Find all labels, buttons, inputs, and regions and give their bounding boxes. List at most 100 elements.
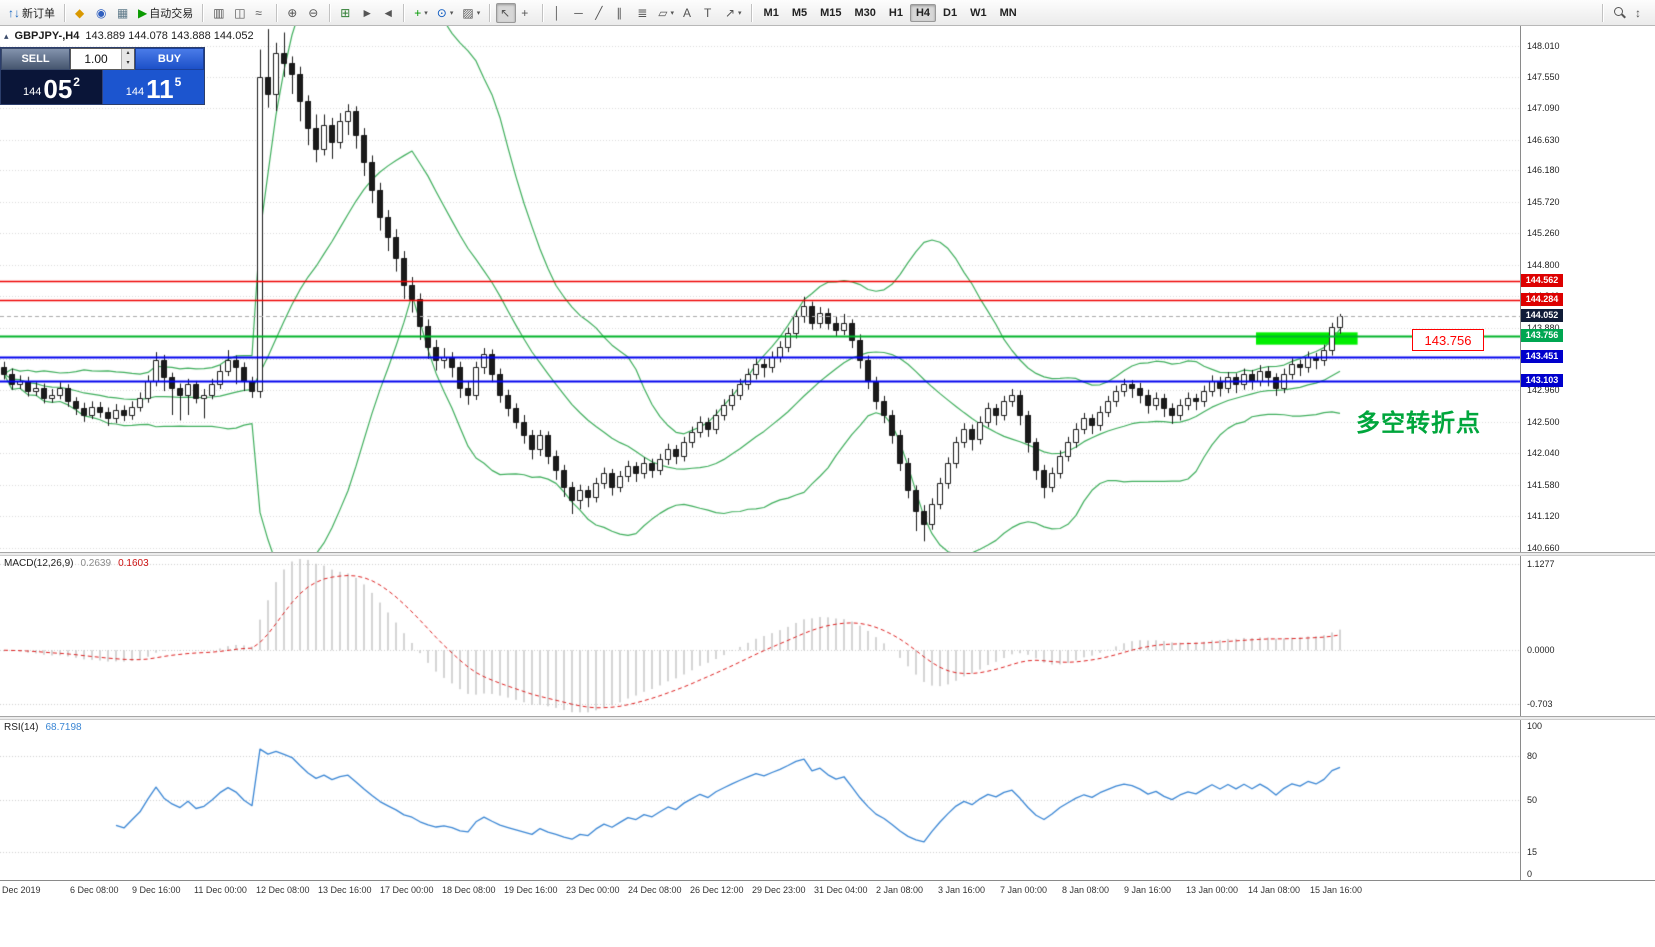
macd-signal-value: 0.1603 [118, 558, 149, 569]
collapse-panel-icon[interactable]: ▴ [4, 30, 9, 41]
toolbar-separator [64, 3, 66, 22]
main-chart-canvas[interactable] [0, 26, 1520, 552]
time-axis-label: 8 Jan 08:00 [1062, 885, 1110, 895]
market-watch-icon[interactable]: ◆ [71, 3, 91, 23]
panel-splitter[interactable] [0, 552, 1655, 556]
tile-windows-icon[interactable]: ⊞ [336, 3, 356, 23]
zoom-out-icon[interactable]: ⊖ [304, 3, 324, 23]
time-axis-label: 26 Dec 12:00 [690, 885, 744, 895]
horizontal-line-icon[interactable]: ─ [570, 3, 590, 23]
toolbar-separator [329, 3, 332, 22]
toolbar-separator [489, 3, 492, 22]
sell-price[interactable]: 144 05 2 [1, 70, 103, 104]
time-axis-label: 3 Jan 16:00 [938, 885, 986, 895]
time-axis[interactable]: Dec 2019 6 Dec 08:00 9 Dec 16:00 11 Dec 00:… [0, 880, 1655, 947]
macd-indicator-canvas[interactable] [0, 556, 1520, 716]
label-icon[interactable]: T [700, 3, 720, 23]
vertical-line-icon[interactable]: │ [549, 3, 569, 23]
one-click-trading-panel: SELL 1.00 ▴ ▾ BUY 144 05 2 144 11 5 [0, 47, 205, 105]
time-axis-label: 29 Dec 23:00 [752, 885, 806, 895]
auto-scroll-icon[interactable]: ► [357, 3, 377, 23]
magnifier-glyph [1613, 6, 1626, 19]
cursor-icon[interactable]: ↖ [496, 2, 517, 23]
channel-icon[interactable]: ∥ [612, 3, 632, 23]
indicators-icon[interactable]: + ▾ [410, 3, 432, 23]
price-axis[interactable] [1521, 26, 1655, 880]
panel-splitter[interactable] [0, 716, 1655, 720]
time-axis-label: 11 Dec 00:00 [194, 885, 247, 895]
tf-mn[interactable]: MN [994, 4, 1023, 22]
toolbar-separator [542, 3, 545, 22]
price-axis-border [1520, 26, 1521, 880]
line-chart-icon[interactable]: ≈ [251, 3, 271, 23]
price-level-label: 143.756 [1412, 329, 1484, 351]
tf-h4[interactable]: H4 [909, 3, 937, 22]
periods-icon[interactable]: ⊙ ▾ [433, 3, 458, 23]
buy-price[interactable]: 144 11 5 [103, 70, 204, 104]
candlestick-chart-icon[interactable]: ◫ [230, 3, 250, 23]
terminal-icon[interactable]: ▦ [113, 3, 133, 23]
rsi-value: 68.7198 [45, 722, 82, 733]
time-axis-label: 19 Dec 16:00 [504, 885, 558, 895]
navigator-icon[interactable]: ◉ [92, 3, 112, 23]
time-axis-label: 18 Dec 08:00 [442, 885, 496, 895]
time-axis-label: 12 Dec 08:00 [256, 885, 310, 895]
toolbar-separator [202, 3, 205, 22]
chart-header: ▴ GBPJPY-,H4 143.889 144.078 143.888 144… [4, 30, 254, 42]
chart-shift-icon[interactable]: ◄ [378, 3, 398, 23]
toolbar-separator [750, 3, 753, 22]
buy-price-pipette: 5 [174, 75, 182, 89]
time-axis-label: 7 Jan 00:00 [1000, 885, 1048, 895]
tf-w1[interactable]: W1 [964, 4, 993, 22]
toolbar-separator [403, 3, 406, 22]
time-axis-label: 13 Dec 16:00 [318, 885, 372, 895]
time-axis-label: 6 Dec 08:00 [70, 885, 119, 895]
rsi-indicator-canvas[interactable] [0, 720, 1520, 880]
volume-down-button[interactable]: ▾ [122, 59, 134, 69]
fibonacci-icon[interactable]: ≣ [633, 3, 653, 23]
tf-m5[interactable]: M5 [786, 4, 813, 22]
auto-trading-button[interactable]: ▶ 自动交易 [134, 3, 197, 23]
search-icon[interactable] [1609, 3, 1630, 23]
toolbar-separator [1602, 3, 1604, 22]
tf-m15[interactable]: M15 [814, 4, 847, 22]
volume-field[interactable]: 1.00 ▴ ▾ [70, 48, 135, 70]
tf-m30[interactable]: M30 [849, 4, 882, 22]
volume-value[interactable]: 1.00 [84, 52, 108, 66]
arrows-icon[interactable]: ↗ ▾ [721, 3, 746, 23]
trendline-icon[interactable]: ╱ [591, 3, 611, 23]
time-axis-label: 14 Jan 08:00 [1248, 885, 1301, 895]
macd-name: MACD(12,26,9) [4, 558, 74, 569]
time-axis-label: 23 Dec 00:00 [566, 885, 620, 895]
toolbar: ↑↓ 新订单 ◆ ◉ ▦ ▶ 自动交易 ▥ ◫ ≈ ⊕ ⊖ ⊞ ► ◄ + ▾ ⊙ ▾ ▨ ▾ ↖ + │ ─ ╱ ∥ ≣ ▱ ▾ A T ↗ ▾… [0, 0, 1655, 26]
time-axis-label: 9 Jan 16:00 [1124, 885, 1172, 895]
text-icon[interactable]: A [679, 3, 699, 23]
macd-main-value: 0.2639 [80, 558, 112, 569]
templates-icon[interactable]: ▨ ▾ [458, 3, 484, 23]
sell-button[interactable]: SELL [1, 48, 70, 70]
volume-up-button[interactable]: ▴ [122, 49, 134, 59]
buy-price-figure: 144 [125, 86, 145, 98]
buy-price-pips: 11 [146, 74, 174, 104]
macd-title: MACD(12,26,9) 0.2639 0.1603 [4, 558, 149, 569]
new-order-button[interactable]: ↑↓ 新订单 [4, 3, 59, 23]
time-axis-label: 2 Jan 08:00 [876, 885, 924, 895]
tf-m1[interactable]: M1 [758, 4, 785, 22]
ohlc-values: 143.889 144.078 143.888 144.052 [85, 30, 254, 42]
time-axis-label: 17 Dec 00:00 [380, 885, 434, 895]
sell-price-pips: 05 [43, 74, 73, 104]
zoom-in-icon[interactable]: ⊕ [283, 3, 303, 23]
buy-button[interactable]: BUY [135, 48, 204, 70]
shapes-icon[interactable]: ▱ ▾ [654, 3, 678, 23]
time-axis-label: 9 Dec 16:00 [132, 885, 181, 895]
symbol-period-label: GBPJPY-,H4 [14, 30, 80, 42]
time-axis-label: 13 Jan 00:00 [1186, 885, 1239, 895]
crosshair-icon[interactable]: + [517, 3, 537, 23]
sell-price-figure: 144 [23, 86, 42, 98]
tf-h1[interactable]: H1 [883, 4, 909, 22]
tf-d1[interactable]: D1 [937, 4, 963, 22]
ohlc-bars-icon[interactable]: ▥ [209, 3, 229, 23]
panels-icon[interactable]: ↕ [1631, 3, 1651, 23]
toolbar-separator [276, 3, 279, 22]
time-axis-label: Dec 2019 [2, 885, 41, 895]
